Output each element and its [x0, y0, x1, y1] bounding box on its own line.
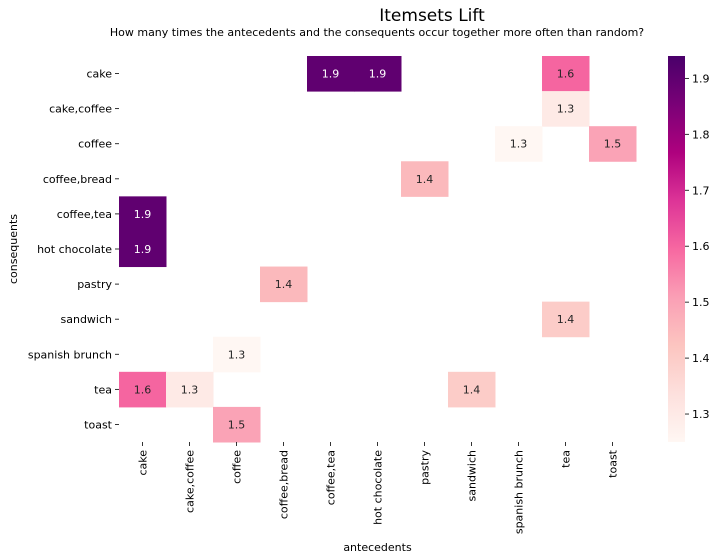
x-tick-label: hot chocolate — [372, 450, 385, 525]
y-tick-label: spanish brunch — [28, 348, 112, 361]
y-tick-label: coffee,bread — [43, 173, 112, 186]
colorbar-tick-label: 1.7 — [692, 184, 710, 197]
x-tick-label: sandwich — [466, 450, 479, 502]
cell-value-label: 1.4 — [416, 173, 434, 186]
heatmap-cell — [542, 301, 590, 338]
heatmap-cell — [589, 126, 637, 162]
cell-value-label: 1.5 — [228, 418, 246, 431]
chart-title: Itemsets Lift — [379, 6, 485, 26]
heatmap-cell — [495, 126, 543, 162]
heatmap-cell — [119, 231, 167, 268]
cell-value-label: 1.3 — [181, 383, 199, 396]
colorbar-tick-label: 1.4 — [692, 352, 710, 365]
x-tick-label: coffee,bread — [278, 450, 291, 519]
colorbar-ticks: 1.3 1.4 1.5 1.6 1.7 1.8 1.9 — [685, 72, 710, 421]
x-tick-label: pastry — [419, 450, 432, 485]
heatmap-cell — [401, 161, 449, 197]
heatmap-cell — [260, 266, 308, 303]
x-tick-label: cake — [137, 450, 150, 476]
x-tick-label: coffee — [231, 450, 244, 484]
chart-subtitle: How many times the antecedents and the c… — [110, 26, 644, 39]
colorbar — [668, 56, 685, 442]
heatmap-cell — [354, 56, 402, 92]
x-tick-label: cake,coffee — [184, 450, 197, 513]
y-tick-label: sandwich — [61, 313, 113, 326]
heatmap-cells: 1.9 1.9 1.6 1.3 1.3 1.5 1.4 1.9 1.9 1.4 1.4 1.3 1.6 1… — [119, 56, 637, 443]
y-tick-label: coffee — [78, 138, 112, 151]
y-tick-label: tea — [94, 383, 112, 396]
y-axis-label: consequents — [7, 214, 20, 284]
y-axis-ticks: cake cake,coffee coffee coffee,bread coffee,… — [28, 68, 119, 431]
cell-value-label: 1.4 — [463, 383, 481, 396]
colorbar-tick-label: 1.6 — [692, 240, 710, 253]
heatmap-cell — [213, 406, 261, 443]
cell-value-label: 1.6 — [557, 68, 575, 81]
cell-value-label: 1.3 — [228, 348, 246, 361]
colorbar-tick-label: 1.3 — [692, 408, 710, 421]
cell-value-label: 1.9 — [134, 243, 152, 256]
x-tick-label: tea — [560, 450, 573, 468]
y-tick-label: pastry — [77, 278, 112, 291]
heatmap-cell — [119, 196, 167, 232]
cell-value-label: 1.9 — [369, 68, 387, 81]
cell-value-label: 1.3 — [557, 103, 575, 116]
colorbar-tick-label: 1.8 — [692, 128, 710, 141]
cell-value-label: 1.4 — [275, 278, 293, 291]
x-axis-ticks: cake cake,coffee coffee coffee,bread coffee,… — [137, 442, 620, 534]
heatmap-cell — [213, 336, 261, 373]
cell-value-label: 1.5 — [604, 138, 622, 151]
heatmap-cell — [542, 56, 590, 92]
cell-value-label: 1.4 — [557, 313, 575, 326]
heatmap-cell — [307, 56, 355, 92]
x-tick-label: spanish brunch — [513, 450, 526, 534]
colorbar-tick-label: 1.9 — [692, 72, 710, 85]
cell-value-label: 1.6 — [134, 383, 152, 396]
y-tick-label: cake,coffee — [49, 103, 112, 116]
cell-value-label: 1.3 — [510, 138, 528, 151]
y-tick-label: coffee,tea — [57, 208, 112, 221]
heatmap-cell — [448, 371, 496, 408]
cell-value-label: 1.9 — [322, 68, 340, 81]
y-tick-label: toast — [84, 418, 113, 431]
cell-value-label: 1.9 — [134, 208, 152, 221]
heatmap-cell — [119, 371, 167, 408]
x-tick-label: toast — [607, 449, 620, 478]
x-axis-label: antecedents — [343, 541, 412, 554]
y-tick-label: cake — [86, 68, 112, 81]
x-tick-label: coffee,tea — [325, 450, 338, 505]
heatmap-cell — [166, 371, 214, 408]
heatmap-cell — [542, 91, 590, 127]
colorbar-tick-label: 1.5 — [692, 296, 710, 309]
y-tick-label: hot chocolate — [37, 243, 112, 256]
